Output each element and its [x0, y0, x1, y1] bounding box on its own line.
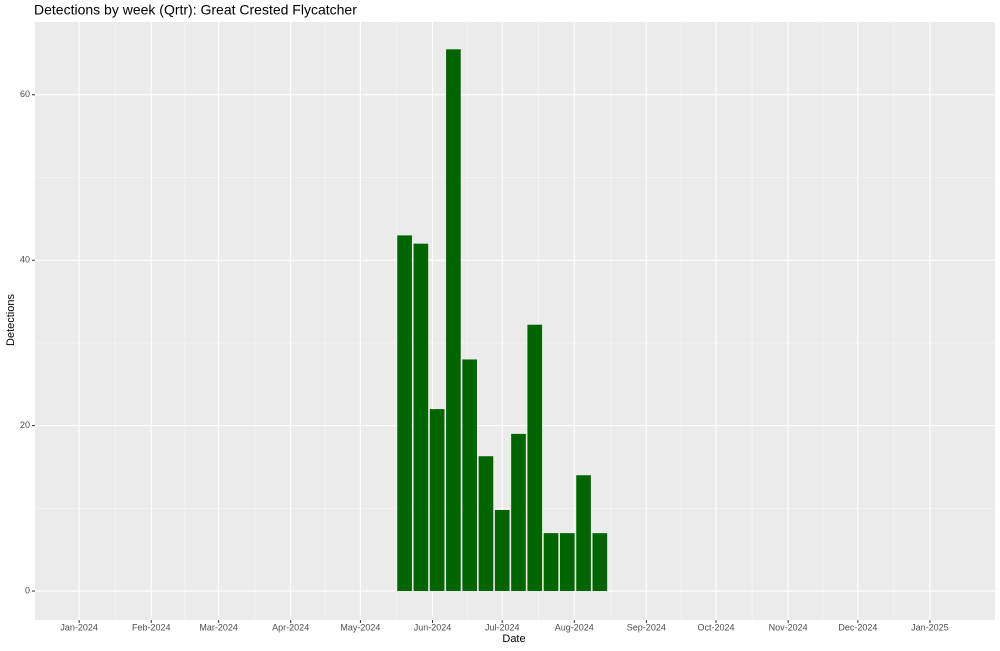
- bar: [446, 49, 461, 592]
- bar: [576, 475, 591, 592]
- y-tick-label: 40: [20, 255, 30, 265]
- bar: [413, 243, 429, 592]
- x-tick-label: Dec-2024: [838, 622, 877, 632]
- y-tick-label: 60: [20, 89, 30, 99]
- x-tick-label: Jan-2025: [911, 622, 949, 632]
- bar: [429, 409, 445, 592]
- bar: [511, 433, 526, 592]
- bar: [527, 324, 543, 592]
- bar: [478, 456, 494, 592]
- x-tick-label: Mar-2024: [199, 622, 238, 632]
- x-tick-label: Oct-2024: [698, 622, 735, 632]
- bar: [592, 533, 608, 592]
- x-tick-label: Jul-2024: [485, 622, 520, 632]
- x-tick-label: Jun-2024: [414, 622, 452, 632]
- y-tick-label: 0: [25, 585, 30, 595]
- x-tick-label: Aug-2024: [555, 622, 594, 632]
- bar: [397, 235, 412, 592]
- x-tick-label: Feb-2024: [132, 622, 171, 632]
- x-axis-title: Date: [502, 633, 525, 645]
- x-tick-label: Jan-2024: [60, 622, 98, 632]
- x-tick-label: May-2024: [340, 622, 380, 632]
- bar: [494, 509, 510, 592]
- bar: [543, 533, 559, 592]
- x-tick-label: Apr-2024: [272, 622, 309, 632]
- bar: [559, 533, 575, 592]
- chart-title: Detections by week (Qrtr): Great Crested…: [34, 2, 357, 18]
- y-tick-label: 20: [20, 420, 30, 430]
- x-tick-label: Nov-2024: [769, 622, 808, 632]
- y-axis-title: Detections: [5, 294, 17, 346]
- bar: [462, 359, 477, 592]
- x-tick-label: Sep-2024: [627, 622, 666, 632]
